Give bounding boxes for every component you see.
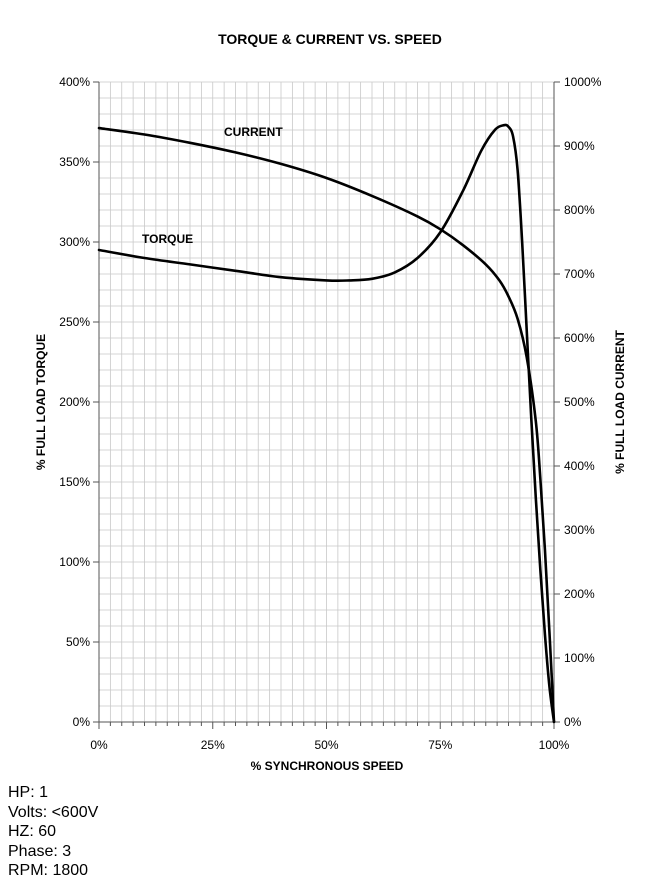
chart-series-labels: TORQUE CURRENT: [142, 125, 283, 246]
spec-hz: HZ: 60: [8, 823, 57, 841]
y-tick-label-right: 100%: [564, 651, 595, 665]
torque-series-label: TORQUE: [142, 232, 193, 246]
y-tick-label-right: 300%: [564, 523, 595, 537]
y-tick-label-right: 500%: [564, 395, 595, 409]
x-tick-label: 25%: [201, 738, 225, 752]
y-tick-label-left: 250%: [59, 315, 90, 329]
torque-curve: [97, 123, 556, 724]
y-tick-label-right: 800%: [564, 203, 595, 217]
y-tick-label-right: 600%: [564, 331, 595, 345]
x-tick-label: 75%: [428, 738, 452, 752]
y-tick-label-left: 200%: [59, 395, 90, 409]
spec-phase: Phase: 3: [8, 842, 72, 860]
y-tick-label-right: 400%: [564, 459, 595, 473]
y-tick-label-left: 0%: [73, 715, 91, 729]
chart-grid: [98, 81, 555, 723]
chart-title: TORQUE & CURRENT VS. SPEED: [218, 31, 442, 47]
y-tick-label-left: 350%: [59, 155, 90, 169]
x-tick-label: 50%: [314, 738, 338, 752]
y-tick-label-right: 1000%: [564, 75, 602, 89]
y-axis-label-right: % FULL LOAD CURRENT: [613, 329, 627, 473]
spec-hp: HP: 1: [8, 784, 49, 801]
y-tick-label-left: 100%: [59, 555, 90, 569]
y-axis-label-left: % FULL LOAD TORQUE: [34, 334, 48, 470]
y-tick-label-right: 0%: [564, 715, 582, 729]
x-tick-label: 0%: [90, 738, 108, 752]
torque-current-chart: TORQUE & CURRENT VS. SPEED 0% 25% 50% 75% 10…: [34, 31, 627, 773]
spec-volts: Volts: <600V: [8, 803, 99, 821]
chart-series: [97, 123, 556, 724]
x-tick-label: 100%: [539, 738, 570, 752]
y-tick-label-right: 700%: [564, 267, 595, 281]
y-tick-label-right: 900%: [564, 139, 595, 153]
chart-ticks: 0% 25% 50% 75% 100% 0% 50% 100% 150% 200% 250% 300%…: [59, 75, 601, 752]
motor-specs: HP: 1 Volts: <600V HZ: 60 Phase: 3 RPM: 1800: [8, 783, 98, 881]
y-tick-label-left: 50%: [66, 635, 90, 649]
y-tick-label-left: 150%: [59, 475, 90, 489]
y-tick-label-left: 300%: [59, 235, 90, 249]
y-tick-label-right: 200%: [564, 587, 595, 601]
current-curve: [97, 126, 556, 724]
spec-rpm: RPM: 1800: [8, 862, 89, 880]
x-axis-label: % SYNCHRONOUS SPEED: [251, 759, 404, 773]
y-tick-label-left: 400%: [59, 75, 90, 89]
current-series-label: CURRENT: [224, 125, 283, 139]
